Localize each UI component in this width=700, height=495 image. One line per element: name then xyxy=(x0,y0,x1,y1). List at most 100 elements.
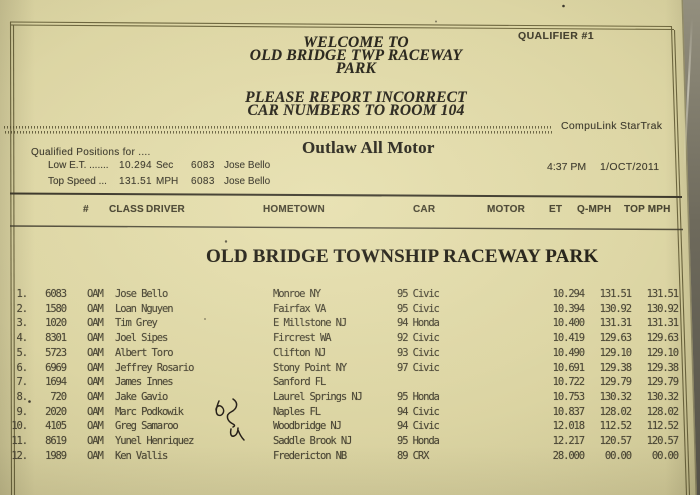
cell-car: 94 Civic xyxy=(397,420,440,433)
cell-class: OAM xyxy=(87,332,104,345)
cell-pos: 8. xyxy=(16,391,29,404)
cell-et: 10.490 xyxy=(552,346,585,359)
cell-driver: Jeffrey Rosario xyxy=(115,361,194,374)
cell-top-mph: 129.79 xyxy=(646,376,679,389)
notice-line-1: PLEASE REPORT INCORRECT xyxy=(245,88,467,106)
table-row: 11. 8619 OAM Yunel Henriquez Saddle Brook NJ… xyxy=(0,435,697,450)
top-speed-label: Top Speed ... xyxy=(48,175,107,187)
cell-q-mph: 131.51 xyxy=(599,288,632,300)
cell-car-number: 1694 xyxy=(45,376,67,389)
cell-hometown: E Millstone NJ xyxy=(273,317,347,330)
cell-hometown: Stony Point NY xyxy=(273,361,347,374)
cell-q-mph: 130.92 xyxy=(599,302,632,315)
cell-top-mph: 129.10 xyxy=(646,346,679,359)
results-rows: 1. 6083 OAM Jose Bello Monroe NY 95 Civic 10.2… xyxy=(0,288,697,465)
low-et-label: Low E.T. ....... xyxy=(48,160,109,171)
notice-line-2: CAR NUMBERS TO ROOM 104 xyxy=(247,101,465,119)
column-header-motor: MOTOR xyxy=(487,204,526,215)
cell-car: 95 Civic xyxy=(397,302,440,315)
cell-hometown: Monroe NY xyxy=(273,288,321,300)
low-et-value: 10.294 xyxy=(119,160,152,171)
cell-car: 97 Civic xyxy=(397,361,440,374)
cell-hometown: Naples FL xyxy=(273,405,321,418)
table-row: 4. 8301 OAM Joel Sipes Fircrest WA 92 Civic 10… xyxy=(0,332,697,347)
cell-driver: Yunel Henriquez xyxy=(115,435,194,448)
system-name: CompuLink StarTrak xyxy=(561,120,663,132)
cell-hometown: Saddle Brook NJ xyxy=(273,435,352,448)
table-row: 8. 720 OAM Jake Gavio Laurel Springs NJ 95 Ho… xyxy=(0,391,697,406)
cell-et: 10.400 xyxy=(552,317,585,330)
cell-pos: 1. xyxy=(16,288,29,300)
cell-et: 10.294 xyxy=(552,288,585,300)
cell-car-number: 720 xyxy=(50,391,67,404)
table-row: 12. 1989 OAM Ken Vallis Fredericton NB 89 CRX… xyxy=(0,449,697,465)
column-header-top-mph: TOP MPH xyxy=(624,204,671,215)
cell-car-number: 2020 xyxy=(45,405,67,418)
cell-driver: Jake Gavio xyxy=(115,391,168,404)
cell-class: OAM xyxy=(87,391,104,404)
cell-top-mph: 130.32 xyxy=(646,391,679,404)
table-row: 10. 4105 OAM Greg Samaroo Woodbridge NJ 94 Ci… xyxy=(0,420,697,435)
cell-top-mph: 131.31 xyxy=(646,317,679,330)
stats-divider-rule xyxy=(9,192,683,198)
cell-driver: Loan Nguyen xyxy=(115,302,174,315)
cell-top-mph: 129.63 xyxy=(646,332,679,345)
table-row: 3. 1020 OAM Tim Grey E Millstone NJ 94 Honda 1… xyxy=(0,317,697,332)
cell-car: 95 Civic xyxy=(397,288,440,300)
table-row: 1. 6083 OAM Jose Bello Monroe NY 95 Civic 10.2… xyxy=(0,288,697,303)
cell-class: OAM xyxy=(87,302,104,315)
column-header-driver: DRIVER xyxy=(146,204,185,215)
top-speed-driver: Jose Bello xyxy=(224,175,271,187)
cell-car: 93 Civic xyxy=(397,346,440,359)
cell-class: OAM xyxy=(87,420,104,433)
notice-block: PLEASE REPORT INCORRECT CAR NUMBERS TO R… xyxy=(238,88,474,119)
cell-hometown: Laurel Springs NJ xyxy=(273,391,363,404)
cell-hometown: Sanford FL xyxy=(273,376,326,389)
handwritten-mark xyxy=(215,400,225,417)
cell-et: 10.753 xyxy=(552,391,585,404)
cell-class: OAM xyxy=(87,361,104,374)
cell-et: 12.018 xyxy=(552,420,585,433)
top-speed-value: 131.51 xyxy=(119,175,152,187)
cell-pos: 10. xyxy=(11,420,28,433)
cell-car-number: 5723 xyxy=(45,346,67,359)
cell-car-number: 8619 xyxy=(45,435,67,448)
column-header-car: CAR xyxy=(413,204,436,215)
cell-driver: James Innes xyxy=(115,376,174,389)
cell-top-mph: 112.52 xyxy=(646,420,679,433)
cell-hometown: Fredericton NB xyxy=(273,449,347,462)
column-header-class: CLASS xyxy=(109,204,144,215)
cell-q-mph: 129.63 xyxy=(599,332,632,345)
cell-pos: 7. xyxy=(16,376,29,389)
cell-q-mph: 128.02 xyxy=(599,405,632,418)
cell-pos: 11. xyxy=(11,435,28,448)
column-header--: # xyxy=(83,204,89,215)
cell-q-mph: 129.10 xyxy=(599,346,632,359)
table-row: 2. 1580 OAM Loan Nguyen Fairfax VA 95 Civic 10… xyxy=(0,302,697,318)
low-et-driver: Jose Bello xyxy=(224,160,271,171)
cell-car: 95 Honda xyxy=(397,391,440,404)
column-header-et: ET xyxy=(549,204,563,215)
table-row: 6. 6969 OAM Jeffrey Rosario Stony Point NY 97… xyxy=(0,361,697,377)
top-speed-car-number: 6083 xyxy=(191,175,215,187)
cell-driver: Joel Sipes xyxy=(115,332,168,345)
cell-q-mph: 129.79 xyxy=(599,376,632,389)
cell-driver: Greg Samaroo xyxy=(115,420,179,433)
welcome-block: WELCOME TO OLD BRIDGE TWP RACEWAY PARK P… xyxy=(238,34,474,119)
cell-car-number: 6969 xyxy=(45,361,67,374)
top-speed-line: Top Speed ... 131.51 MPH 6083 Jose Bello xyxy=(0,175,697,189)
cell-class: OAM xyxy=(87,405,104,418)
cell-class: OAM xyxy=(87,449,104,462)
cell-et: 10.394 xyxy=(552,302,585,315)
cell-top-mph: 128.02 xyxy=(646,405,679,418)
column-header-hometown: HOMETOWN xyxy=(263,204,325,215)
cell-et: 10.837 xyxy=(552,405,585,418)
results-header-row: # CLASS DRIVER HOMETOWN CAR MOTOR ET Q-MPH TOP M… xyxy=(0,204,697,218)
session-timestamp: 4:37 PM 1/OCT/2011 xyxy=(0,161,697,174)
cell-top-mph: 130.92 xyxy=(646,302,679,315)
low-et-line: Low E.T. ....... 10.294 Sec 6083 Jose Be… xyxy=(0,160,697,173)
track-title: OLD BRIDGE TOWNSHIP RACEWAY PARK xyxy=(206,246,599,267)
welcome-line-1: WELCOME TO xyxy=(303,34,409,51)
